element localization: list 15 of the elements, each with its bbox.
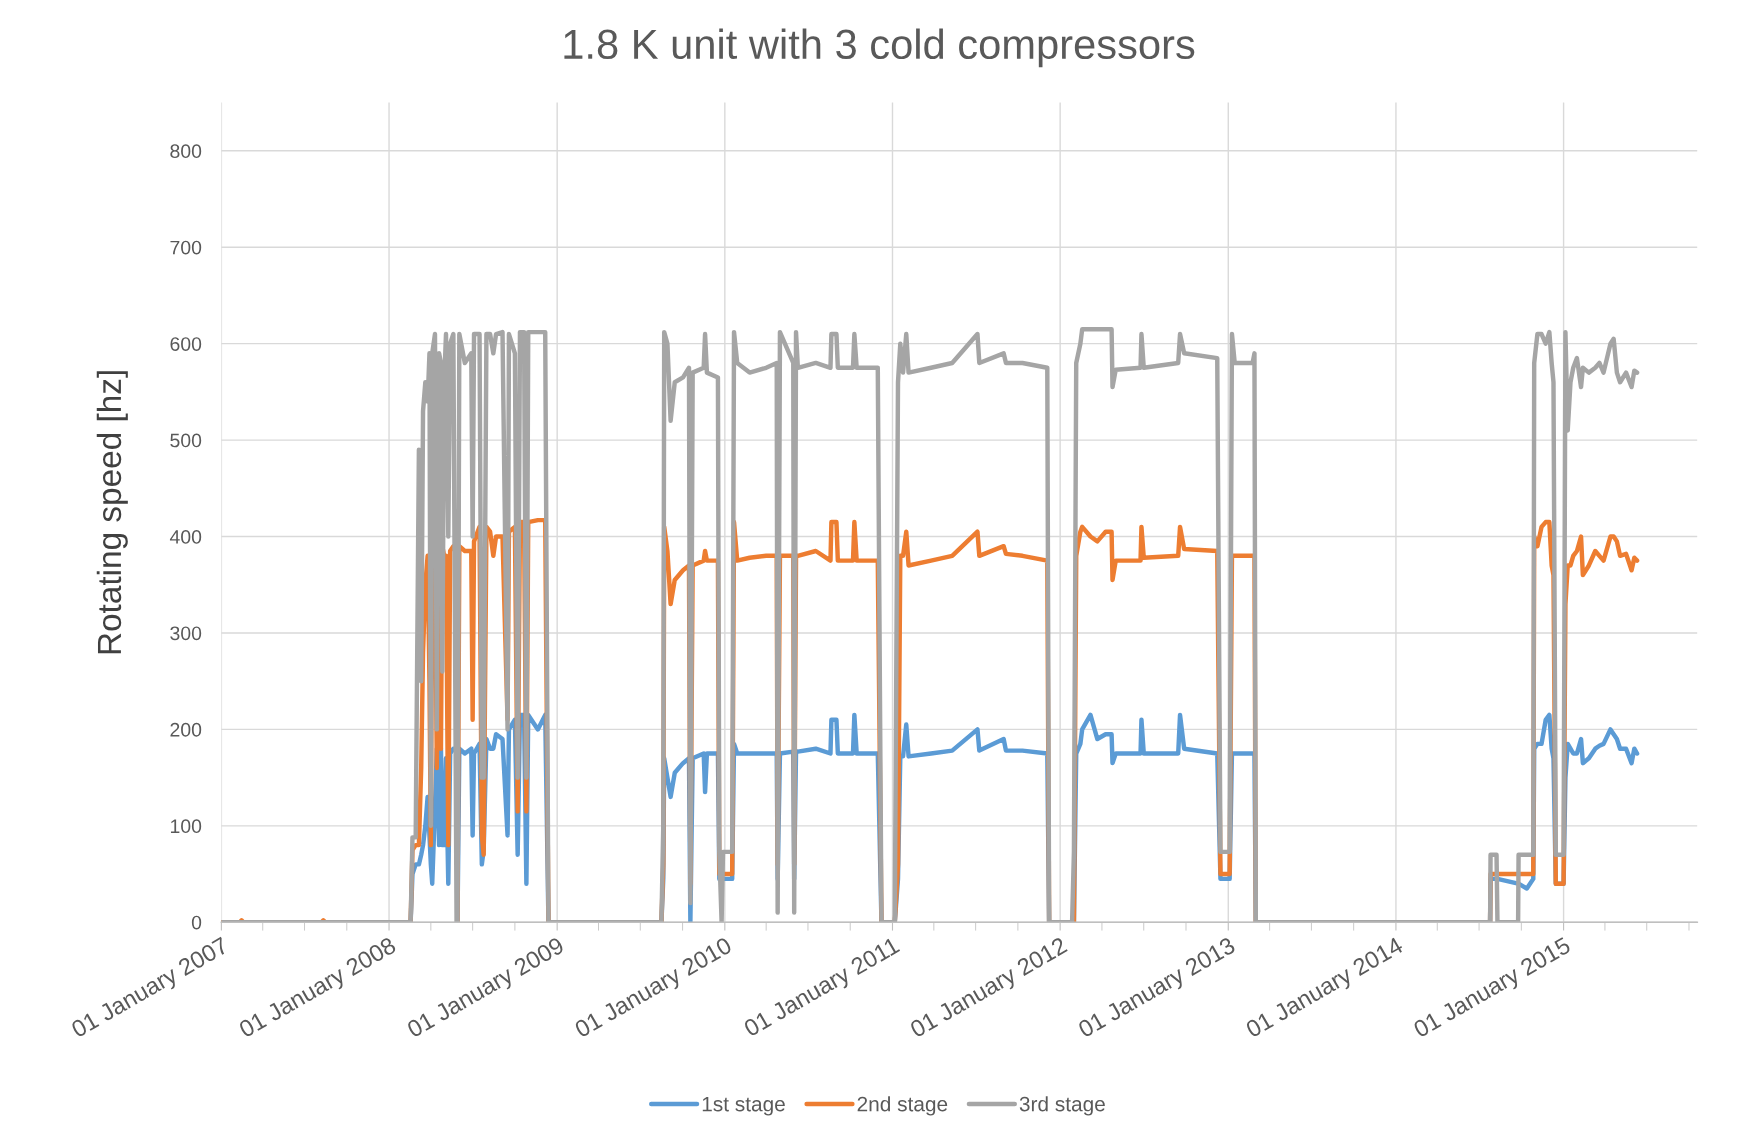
line-series [221,326,1640,923]
legend-label: 2nd stage [857,1096,948,1116]
legend-label: 1st stage [702,1096,785,1116]
y-tick-label: 700 [170,240,202,255]
chart-title: 1.8 K unit with 3 cold compressors [564,28,1195,68]
y-tick-label: 800 [170,144,202,159]
y-tick-label: 300 [170,626,202,641]
y-tick-label: 200 [170,722,202,737]
y-tick-label: 500 [170,433,202,448]
y-axis-title: Rotating speed [hz] [96,371,128,654]
y-tick-label: 0 [191,915,202,930]
y-tick-label: 100 [170,819,202,834]
legend-label: 3rd stage [1019,1096,1105,1116]
y-tick-label: 400 [169,530,202,544]
y-tick-label: 600 [170,337,202,351]
